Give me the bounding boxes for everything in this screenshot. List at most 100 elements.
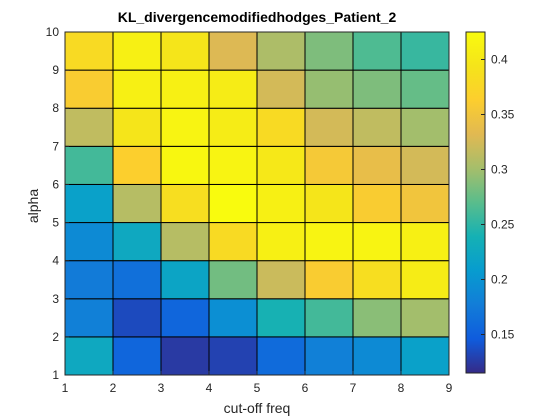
x-tick-label: 6 (302, 381, 309, 395)
y-tick-label: 1 (52, 368, 59, 382)
heatmap-cell (400, 222, 450, 262)
heatmap-cell (352, 222, 402, 262)
heatmap-cells (64, 31, 450, 376)
y-tick-label: 5 (52, 216, 59, 230)
colorbar-tick-label: 0.4 (491, 53, 508, 67)
heatmap-cell (256, 298, 306, 338)
y-axis-ticks: 1 2 3 4 5 6 7 8 9 10 (46, 25, 69, 382)
colorbar-tick-label: 0.2 (491, 273, 508, 287)
heatmap-cell (304, 107, 354, 147)
heatmap-cell (208, 183, 258, 224)
x-tick-label: 8 (398, 381, 405, 395)
heatmap-cell (160, 107, 210, 147)
heatmap-cell (352, 145, 402, 185)
heatmap-cell (64, 31, 114, 71)
y-tick-label: 4 (52, 254, 59, 268)
heatmap-cell (208, 222, 258, 262)
heatmap-cell (256, 31, 306, 71)
heatmap-cell (160, 298, 210, 338)
heatmap-cell (304, 145, 354, 185)
heatmap-cell (64, 145, 114, 185)
y-tick-label: 2 (52, 330, 59, 344)
heatmap-cell (352, 336, 402, 376)
heatmap-cell (400, 183, 450, 224)
y-tick-label: 7 (52, 139, 59, 153)
heatmap-cell (208, 31, 258, 71)
heatmap-cell (352, 69, 402, 109)
heatmap-cell (352, 183, 402, 224)
heatmap-cell (64, 107, 114, 147)
x-tick-label: 4 (206, 381, 213, 395)
heatmap-cell (256, 145, 306, 185)
heatmap-cell (304, 336, 354, 376)
y-tick-label: 6 (52, 177, 59, 191)
heatmap-cell (256, 336, 306, 376)
heatmap-cell (64, 336, 114, 376)
heatmap-cell (64, 183, 114, 224)
heatmap-cell (400, 298, 450, 338)
x-axis-ticks: 1 2 3 4 5 6 7 8 9 (62, 371, 453, 395)
y-tick-label: 10 (46, 25, 60, 39)
x-axis-label: cut-off freq (224, 400, 291, 416)
heatmap-cell (160, 183, 210, 224)
x-tick-label: 1 (62, 381, 69, 395)
heatmap-cell (64, 298, 114, 338)
heatmap-cell (256, 260, 306, 300)
heatmap-cell (256, 69, 306, 109)
chart-title: KL_divergencemodifiedhodges_Patient_2 (118, 9, 397, 25)
heatmap-cell (112, 107, 162, 147)
x-tick-label: 2 (110, 381, 117, 395)
x-tick-label: 7 (350, 381, 357, 395)
heatmap-cell (112, 260, 162, 300)
heatmap-cell (64, 69, 114, 109)
heatmap-cell (304, 260, 354, 300)
heatmap-cell (352, 260, 402, 300)
heatmap-cell (208, 145, 258, 185)
heatmap-cell (208, 69, 258, 109)
colorbar-tick-label: 0.35 (491, 108, 515, 122)
heatmap-cell (112, 183, 162, 224)
heatmap-cell (208, 107, 258, 147)
heatmap-cell (112, 145, 162, 185)
heatmap-cell (112, 222, 162, 262)
heatmap-cell (304, 183, 354, 224)
colorbar-tick-label: 0.15 (491, 328, 515, 342)
heatmap-cell (304, 222, 354, 262)
heatmap-cell (208, 260, 258, 300)
y-tick-label: 9 (52, 63, 59, 77)
y-tick-label: 3 (52, 292, 59, 306)
heatmap-cell (352, 298, 402, 338)
x-tick-label: 9 (446, 381, 453, 395)
heatmap-cell (304, 298, 354, 338)
x-tick-label: 3 (158, 381, 165, 395)
y-tick-label: 8 (52, 101, 59, 115)
heatmap-cell (400, 145, 450, 185)
heatmap-cell (160, 222, 210, 262)
y-axis-label: alpha (25, 189, 41, 223)
heatmap-cell (64, 260, 114, 300)
heatmap-cell (112, 69, 162, 109)
heatmap-cell (160, 260, 210, 300)
heatmap-cell (160, 145, 210, 185)
heatmap-cell (160, 31, 210, 71)
heatmap-cell (352, 107, 402, 147)
colorbar-ticks: 0.15 0.2 0.25 0.3 0.35 0.4 (481, 53, 515, 342)
heatmap-cell (352, 31, 402, 71)
heatmap-cell (112, 336, 162, 376)
colorbar (465, 31, 486, 374)
heatmap-cell (400, 336, 450, 376)
heatmap-cell (160, 336, 210, 376)
heatmap-cell (400, 107, 450, 147)
heatmap-cell (64, 222, 114, 262)
heatmap-cell (256, 107, 306, 147)
heatmap-cell (208, 298, 258, 338)
heatmap-cell (304, 31, 354, 71)
heatmap-cell (112, 31, 162, 71)
heatmap-cell (304, 69, 354, 109)
heatmap-cell (256, 222, 306, 262)
heatmap-cell (160, 69, 210, 109)
heatmap-cell (400, 31, 450, 71)
heatmap-cell (400, 260, 450, 300)
heatmap-cell (208, 336, 258, 376)
